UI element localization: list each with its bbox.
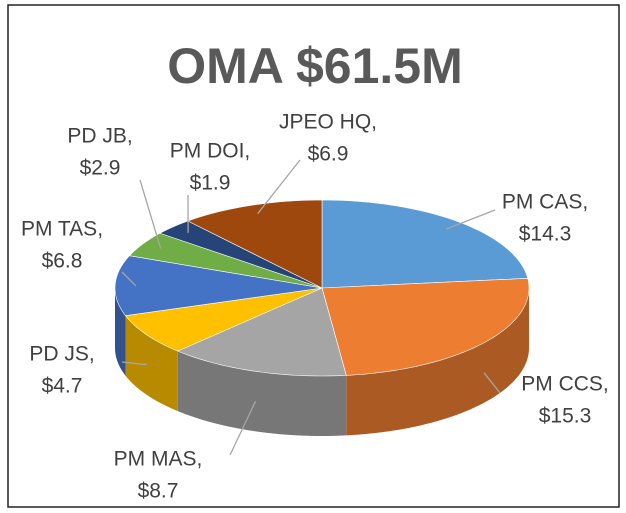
data-label-value: $6.8 <box>42 250 83 273</box>
data-label-value: $14.3 <box>519 223 572 246</box>
data-label-name: PM MAS, <box>114 448 203 471</box>
leader-line <box>483 372 501 394</box>
slice <box>187 199 323 289</box>
slice-side <box>125 315 178 412</box>
slice-side <box>346 288 529 436</box>
data-label-name: JPEO HQ, <box>279 111 377 134</box>
slice <box>176 287 347 377</box>
data-label-name: PM DOI, <box>170 140 251 163</box>
leader-line <box>229 401 257 456</box>
data-label-value: $4.7 <box>42 375 83 398</box>
slice <box>124 287 323 352</box>
data-label-name: PM TAS, <box>21 218 103 241</box>
data-label-value: $6.9 <box>308 143 349 166</box>
data-label-value: $15.3 <box>539 405 592 428</box>
leader-line <box>139 179 162 249</box>
data-label-name: PD JS, <box>29 343 94 366</box>
data-label-name: PM CAS, <box>502 191 588 214</box>
chart-title: OMA $61.5M <box>167 38 462 94</box>
slice <box>321 278 530 376</box>
slice-side <box>177 351 347 436</box>
leader-line <box>257 159 301 215</box>
data-label-value: $8.7 <box>138 480 179 503</box>
leader-line <box>121 271 137 287</box>
slice <box>114 255 323 316</box>
leader-line <box>121 361 147 366</box>
slice <box>321 199 529 289</box>
slice <box>159 220 323 289</box>
data-label-name: PD JB, <box>67 125 132 148</box>
data-label-value: $1.9 <box>190 172 231 195</box>
slice-side <box>115 288 126 376</box>
leader-line <box>446 209 496 230</box>
data-label-value: $2.9 <box>80 157 121 180</box>
data-label-name: PM CCS, <box>521 373 609 396</box>
